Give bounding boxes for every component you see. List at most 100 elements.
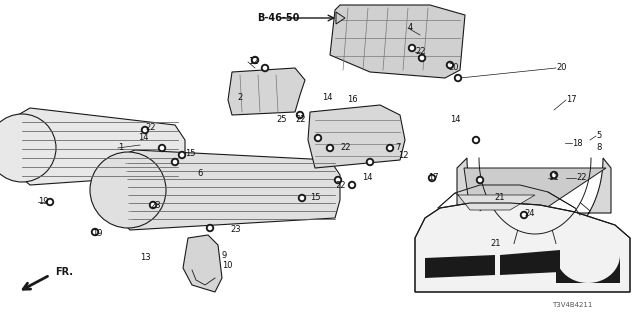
Circle shape: [474, 139, 477, 141]
Polygon shape: [183, 235, 222, 292]
Circle shape: [143, 128, 147, 132]
Text: 25: 25: [276, 116, 287, 124]
Text: 17: 17: [566, 95, 577, 105]
Circle shape: [477, 177, 483, 183]
Polygon shape: [556, 255, 620, 283]
Circle shape: [314, 134, 321, 141]
Circle shape: [410, 46, 413, 50]
Text: 16: 16: [347, 95, 358, 105]
Text: 24: 24: [524, 209, 534, 218]
Text: 22: 22: [340, 143, 351, 153]
Circle shape: [207, 225, 214, 231]
Circle shape: [180, 153, 184, 156]
Polygon shape: [336, 12, 345, 24]
Circle shape: [141, 126, 148, 133]
Circle shape: [419, 54, 426, 61]
Text: B-46-50: B-46-50: [257, 13, 299, 23]
Text: 12: 12: [398, 150, 408, 159]
Circle shape: [472, 137, 479, 143]
Circle shape: [335, 177, 342, 183]
Circle shape: [387, 145, 394, 151]
Polygon shape: [415, 203, 630, 292]
Circle shape: [209, 227, 212, 229]
Text: 11: 11: [548, 173, 559, 182]
Circle shape: [316, 136, 319, 140]
Text: 13: 13: [140, 252, 150, 261]
Text: 23: 23: [150, 201, 161, 210]
Circle shape: [550, 172, 557, 179]
Text: FR.: FR.: [55, 267, 73, 277]
Text: 5: 5: [596, 132, 601, 140]
Text: 15: 15: [185, 148, 195, 157]
Text: 19: 19: [38, 197, 49, 206]
Circle shape: [337, 179, 340, 181]
Text: 20: 20: [448, 63, 458, 73]
Circle shape: [454, 75, 461, 82]
Circle shape: [152, 204, 155, 207]
Text: 17: 17: [428, 173, 438, 182]
Circle shape: [520, 212, 527, 219]
Polygon shape: [228, 68, 305, 115]
Polygon shape: [308, 105, 405, 168]
Circle shape: [351, 183, 353, 187]
Circle shape: [179, 151, 186, 158]
Text: T3V4B4211: T3V4B4211: [552, 302, 592, 308]
Circle shape: [47, 198, 54, 205]
Circle shape: [388, 147, 392, 149]
Text: 12: 12: [248, 58, 259, 67]
Text: 9: 9: [222, 251, 227, 260]
Text: 14: 14: [322, 92, 333, 101]
Circle shape: [90, 152, 166, 228]
Circle shape: [93, 230, 97, 234]
Polygon shape: [12, 108, 185, 185]
Polygon shape: [457, 158, 611, 248]
Text: 20: 20: [556, 63, 566, 73]
Polygon shape: [500, 250, 560, 275]
Circle shape: [367, 158, 374, 165]
Circle shape: [326, 145, 333, 151]
Circle shape: [349, 181, 355, 188]
Text: 15: 15: [310, 194, 321, 203]
Circle shape: [296, 111, 303, 118]
Text: 2: 2: [237, 92, 243, 101]
Text: 1: 1: [118, 143, 124, 153]
Text: 14: 14: [450, 116, 461, 124]
Circle shape: [262, 65, 269, 71]
Text: 22: 22: [576, 173, 586, 182]
Text: 22: 22: [335, 180, 346, 189]
Circle shape: [479, 179, 481, 181]
Circle shape: [369, 160, 372, 164]
Text: 21: 21: [494, 194, 504, 203]
Circle shape: [0, 114, 56, 182]
Circle shape: [49, 200, 52, 204]
Circle shape: [173, 160, 177, 164]
Circle shape: [429, 174, 435, 181]
Circle shape: [456, 76, 460, 80]
Circle shape: [298, 195, 305, 202]
Circle shape: [253, 59, 257, 61]
Text: 6: 6: [197, 169, 202, 178]
Polygon shape: [458, 195, 535, 210]
Circle shape: [420, 56, 424, 60]
Text: 4: 4: [408, 23, 413, 33]
Circle shape: [447, 61, 454, 68]
Circle shape: [161, 147, 164, 149]
Polygon shape: [464, 168, 606, 220]
Circle shape: [92, 228, 99, 236]
Text: 22: 22: [145, 124, 156, 132]
Text: 19: 19: [92, 228, 102, 237]
Circle shape: [522, 213, 525, 217]
Circle shape: [431, 176, 433, 180]
Polygon shape: [115, 150, 340, 230]
Text: 14: 14: [362, 173, 372, 182]
Text: 18: 18: [572, 139, 582, 148]
Circle shape: [552, 173, 556, 177]
Text: 22: 22: [415, 47, 426, 57]
Text: 23: 23: [230, 226, 241, 235]
Circle shape: [328, 147, 332, 149]
Text: 7: 7: [395, 143, 401, 153]
Polygon shape: [425, 255, 495, 278]
Text: 22: 22: [295, 116, 305, 124]
Text: 10: 10: [222, 260, 232, 269]
Circle shape: [298, 113, 301, 116]
